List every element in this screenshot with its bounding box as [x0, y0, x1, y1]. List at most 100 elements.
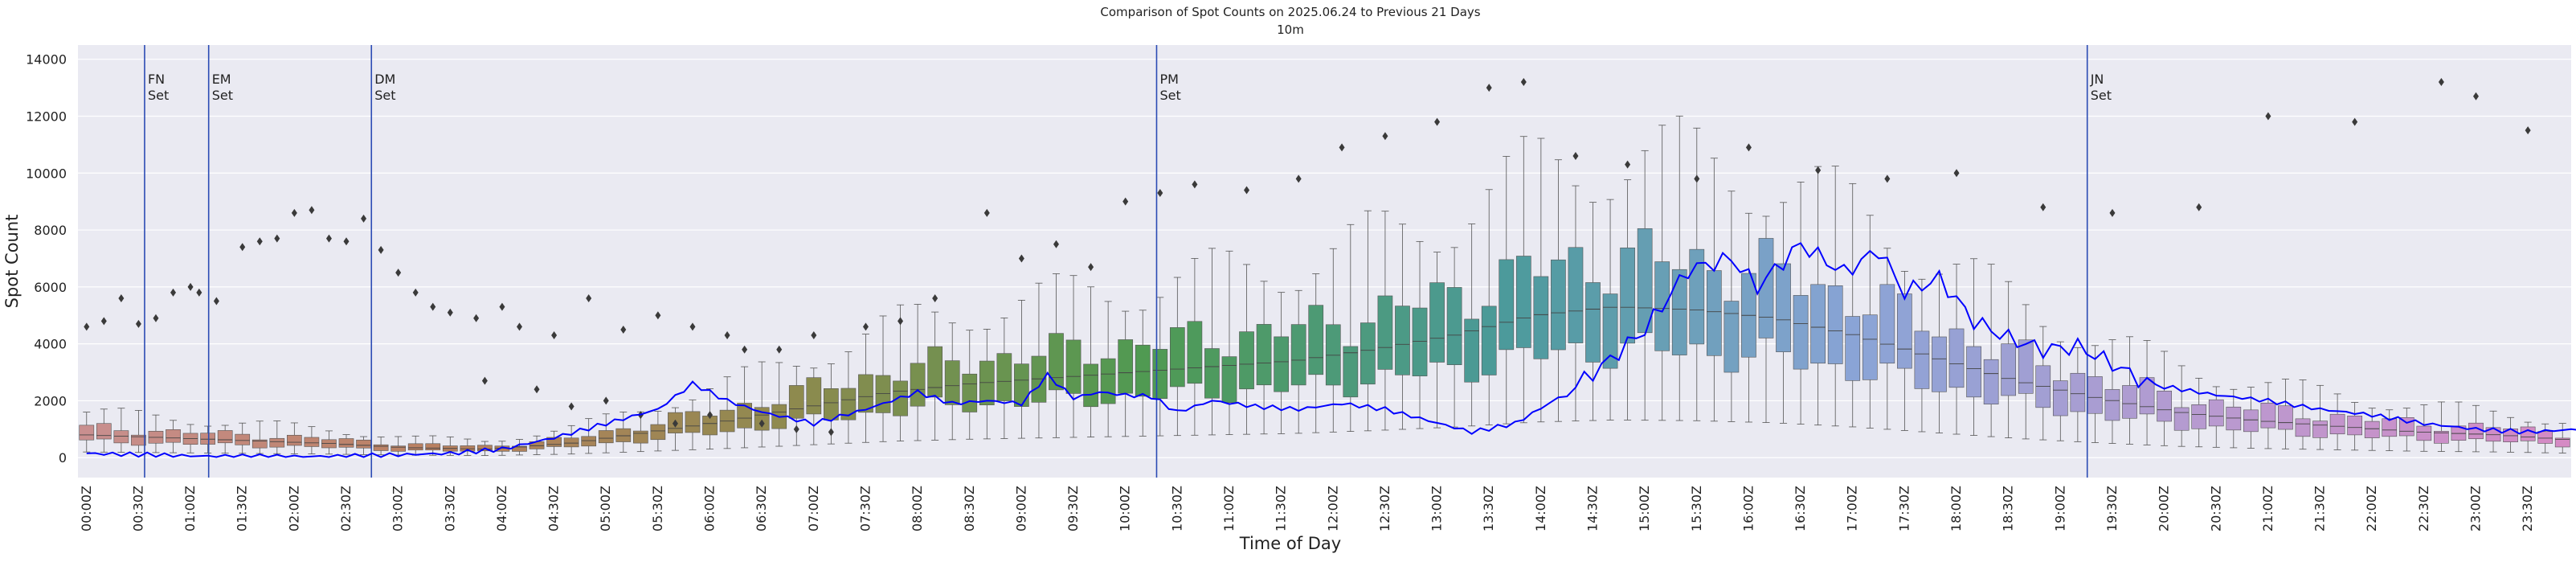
box-group [529, 435, 545, 455]
x-tick-label: 16:00Z [1740, 486, 1756, 531]
x-tick-label: 08:00Z [910, 486, 925, 531]
box [2018, 339, 2034, 394]
outlier-point [196, 288, 202, 297]
outlier-point [1520, 78, 1527, 87]
outlier-point [2196, 203, 2202, 211]
box [1966, 346, 1981, 398]
box-group [1446, 247, 1462, 428]
event-label: Set [1159, 88, 1180, 103]
box [1239, 331, 1254, 390]
box-group [407, 435, 423, 456]
outlier-point [343, 237, 350, 246]
outlier-point [499, 302, 505, 311]
box-group [1897, 271, 1912, 431]
outlier-point [1157, 189, 1163, 198]
outlier-point [811, 331, 817, 340]
box [2122, 385, 2137, 419]
box [2520, 426, 2536, 441]
box-group [1689, 127, 1705, 421]
box [166, 429, 181, 443]
box-group [2173, 365, 2190, 447]
outlier-point [551, 331, 558, 340]
box [1983, 359, 1999, 404]
box-group [944, 322, 960, 441]
box-group [1551, 159, 1566, 422]
box [1343, 346, 1359, 398]
box-group [1049, 273, 1064, 438]
box [1187, 321, 1203, 384]
box-group [1290, 289, 1306, 434]
box [2070, 372, 2086, 412]
box-group [96, 408, 112, 453]
box [1274, 336, 1289, 392]
box [1776, 263, 1791, 352]
box [113, 430, 129, 444]
outlier-point [473, 314, 480, 322]
event-label: Set [148, 88, 169, 103]
box [1897, 293, 1912, 369]
box [1429, 282, 1445, 363]
box-group [875, 315, 891, 442]
box [1758, 238, 1774, 338]
box-group [1810, 166, 1826, 426]
x-tick-label: 03:00Z [390, 486, 406, 531]
box [1412, 307, 1428, 376]
outlier-point [1572, 152, 1579, 161]
x-tick-label: 11:00Z [1221, 486, 1237, 531]
outlier-point [1434, 117, 1441, 126]
outlier-point [187, 282, 194, 291]
box-group [1966, 258, 1981, 436]
box-group [1862, 215, 1878, 429]
y-tick-label: 12000 [26, 109, 67, 124]
box-group [2208, 386, 2224, 448]
y-tick-label: 10000 [26, 166, 67, 181]
outlier-point [447, 308, 453, 317]
box-group [615, 412, 632, 453]
box-group [1412, 240, 1428, 429]
x-tick-label: 17:30Z [1896, 486, 1912, 531]
outlier-point [1053, 240, 1059, 248]
box [858, 374, 873, 413]
box [2226, 406, 2242, 431]
box [1169, 327, 1185, 388]
box-group [1568, 185, 1584, 422]
box [546, 437, 562, 447]
outlier-point [291, 208, 297, 217]
box-group [182, 424, 198, 453]
box [1551, 259, 1566, 351]
y-tick-label: 0 [59, 450, 67, 466]
box-group [2520, 421, 2536, 453]
box-group [1654, 125, 1670, 421]
outlier-point [758, 419, 765, 428]
x-tick-label: 17:00Z [1845, 486, 1860, 531]
box-group [1377, 211, 1393, 431]
outlier-point [84, 322, 90, 331]
box [1671, 269, 1687, 355]
box-group [1065, 275, 1082, 438]
box [1568, 247, 1584, 343]
box-group [2468, 404, 2484, 453]
box [1464, 318, 1480, 383]
outlier-point [1192, 180, 1198, 189]
outlier-point [1745, 143, 1752, 152]
box-group [2434, 401, 2449, 452]
outlier-point [1244, 186, 1250, 195]
outlier-point [1815, 166, 1822, 174]
box-group [2139, 340, 2155, 445]
x-tick-label: 04:30Z [546, 486, 562, 531]
box [373, 444, 389, 451]
box-group [2312, 384, 2328, 450]
box [131, 434, 146, 446]
y-axis-label: Spot Count [2, 215, 22, 309]
box [1395, 306, 1410, 375]
box [2312, 420, 2328, 438]
box [1515, 256, 1531, 348]
outlier-point [325, 234, 332, 243]
box [304, 437, 320, 447]
box [1152, 349, 1168, 399]
box-group [840, 351, 857, 444]
box-group [598, 413, 614, 453]
box [1308, 305, 1324, 375]
box-group [1515, 136, 1531, 424]
